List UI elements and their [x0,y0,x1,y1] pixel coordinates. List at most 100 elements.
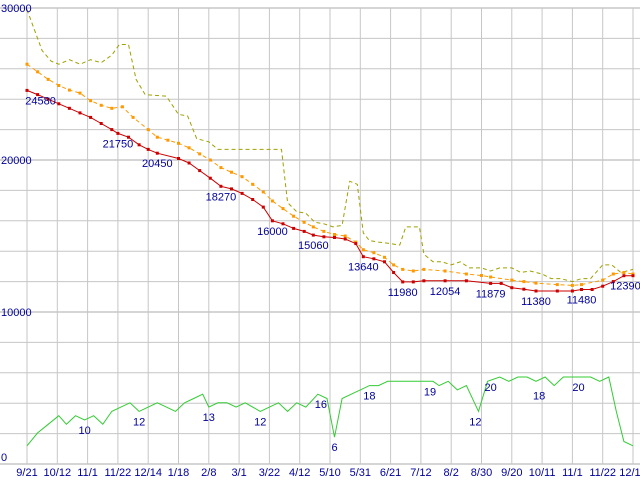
series-max-price [26,9,634,283]
min-price-marker [311,233,315,237]
min-price-marker [443,279,447,283]
avg-price-marker [230,170,233,174]
avg-price-marker [401,267,405,271]
min-price-marker [383,260,386,264]
min-price-marker [534,289,538,293]
min-price-marker [464,279,468,283]
price-label: 11980 [388,287,418,299]
x-axis-tick-label: 8/2 [444,467,459,479]
price-label: 24580 [25,95,56,107]
avg-price-marker [261,190,265,194]
min-price-marker [322,235,326,239]
avg-price-marker [343,234,347,238]
avg-price-marker [631,272,635,276]
avg-price-marker [187,146,191,150]
min-price-marker [422,279,426,283]
min-price-marker [240,191,244,195]
price-label: 11380 [521,296,551,308]
min-price-marker [522,287,526,291]
price-label: 20450 [142,158,173,170]
price-label: 12390 [610,281,640,293]
avg-price-marker [67,88,71,92]
y-axis-tick-label: 10000 [1,307,32,319]
x-axis-tick-label: 1/18 [168,467,189,479]
x-axis-tick-label: 11/22 [105,467,132,479]
avg-price-marker [534,281,538,285]
x-axis-tick-label: 6/21 [380,467,401,479]
avg-price-marker [292,214,296,218]
avg-price-marker [372,251,376,255]
avg-price-marker [120,105,124,109]
x-axis-tick-label: 3/22 [259,467,280,479]
min-price-marker [392,271,396,274]
min-price-marker [343,237,347,241]
avg-price-marker [146,128,150,132]
shop-count-labels: 10 12 13 12 16 6 18 19 12 20 18 20 [78,382,584,454]
min-price-marker [208,176,212,180]
min-price-marker [78,111,82,115]
avg-price-marker [601,278,605,282]
min-price-marker [270,219,274,223]
avg-price-marker [522,280,526,284]
max-price-line [26,9,634,283]
avg-price-marker [580,283,583,287]
min-price-marker [219,184,223,188]
x-axis-tick-label: 9/21 [16,467,37,479]
price-label: 13640 [348,262,379,274]
avg-price-marker [155,135,159,139]
avg-price-marker [322,229,326,233]
min-price-marker [292,226,296,230]
avg-price-marker [89,99,93,103]
min-price-marker [36,93,40,97]
min-price-marker [251,198,255,201]
avg-price-marker [464,272,468,276]
min-price-marker [489,281,493,285]
x-axis-tick-label: 3/1 [231,467,246,479]
shop-count-line [26,376,634,447]
min-price-marker [177,157,180,160]
shop-count-label: 19 [424,386,436,398]
x-axis-tick-label: 9/20 [501,467,522,479]
avg-price-marker [510,278,514,282]
avg-price-marker [570,283,574,287]
min-price-marker [25,88,29,92]
shop-count-label: 20 [572,382,584,394]
x-axis-tick-label: 10/11 [529,467,556,479]
x-axis-tick-label: 11/22 [589,467,616,479]
series-min-price [25,88,635,293]
min-price-marker [230,187,233,191]
avg-price-marker [99,103,103,107]
shop-count-label: 16 [315,399,327,411]
x-axis-tick-label: 2/8 [201,467,216,479]
min-price-marker [354,242,358,246]
avg-price-marker [443,269,447,273]
min-price-marker [187,161,191,165]
avg-price-marker [333,233,336,236]
x-axis-labels: 9/21 10/12 11/1 11/22 12/14 1/18 2/8 3/1 3/22 4/1… [16,467,640,479]
min-price-marker [67,106,71,110]
price-change-labels: 24580 21750 20450 18270 16000 15060 13640 11980… [25,95,640,308]
avg-price-marker [361,248,365,252]
price-label: 12054 [430,286,461,298]
shop-count-label: 6 [331,442,337,454]
avg-price-marker [46,77,50,81]
avg-price-marker [281,207,285,211]
min-price-marker [601,284,605,288]
avg-price-marker [78,91,82,95]
shop-count-label: 18 [533,391,545,403]
avg-price-marker [302,220,306,224]
min-price-marker [570,289,574,293]
avg-price-marker [57,84,61,87]
avg-price-marker [219,166,223,170]
avg-price-marker [251,182,255,186]
series-avg-price [25,62,635,287]
min-price-marker [46,97,50,101]
y-axis-tick-label: 20000 [1,155,32,167]
avg-price-marker [198,152,202,156]
x-axis-tick-label: 8/30 [471,467,492,479]
min-price-marker [499,281,503,285]
avg-price-marker [240,175,244,179]
avg-price-marker [166,138,170,142]
min-price-marker [631,274,635,278]
